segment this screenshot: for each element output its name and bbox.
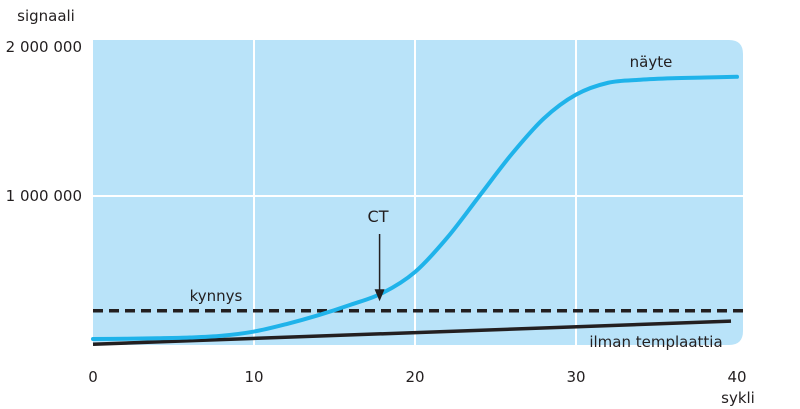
ct-arrow-head: [374, 289, 385, 302]
series-line-no-template: [92, 319, 732, 347]
series-line-sample: [91, 74, 739, 342]
x-axis-label: sykli: [721, 389, 755, 407]
y-axis-label: signaali: [17, 7, 75, 25]
x-tick-label: 20: [405, 368, 424, 386]
x-tick-label: 30: [566, 368, 585, 386]
y-tick-label: 1 000 000: [6, 187, 82, 205]
grid-lines: [93, 40, 743, 345]
ct-label: CT: [368, 207, 389, 226]
series-label-no-template: ilman templaattia: [589, 333, 722, 351]
y-tick-labels: 1 000 000 2 000 000: [6, 38, 82, 205]
x-tick-label: 0: [88, 368, 98, 386]
x-tick-labels: 0 10 20 30 40: [88, 368, 746, 386]
y-tick-label: 2 000 000: [6, 38, 82, 56]
plot-background: [93, 40, 743, 345]
threshold-label: kynnys: [190, 287, 243, 305]
x-tick-label: 10: [244, 368, 263, 386]
x-tick-label: 40: [727, 368, 746, 386]
ct-arrow: [374, 234, 385, 302]
series-label-sample: näyte: [630, 53, 673, 71]
